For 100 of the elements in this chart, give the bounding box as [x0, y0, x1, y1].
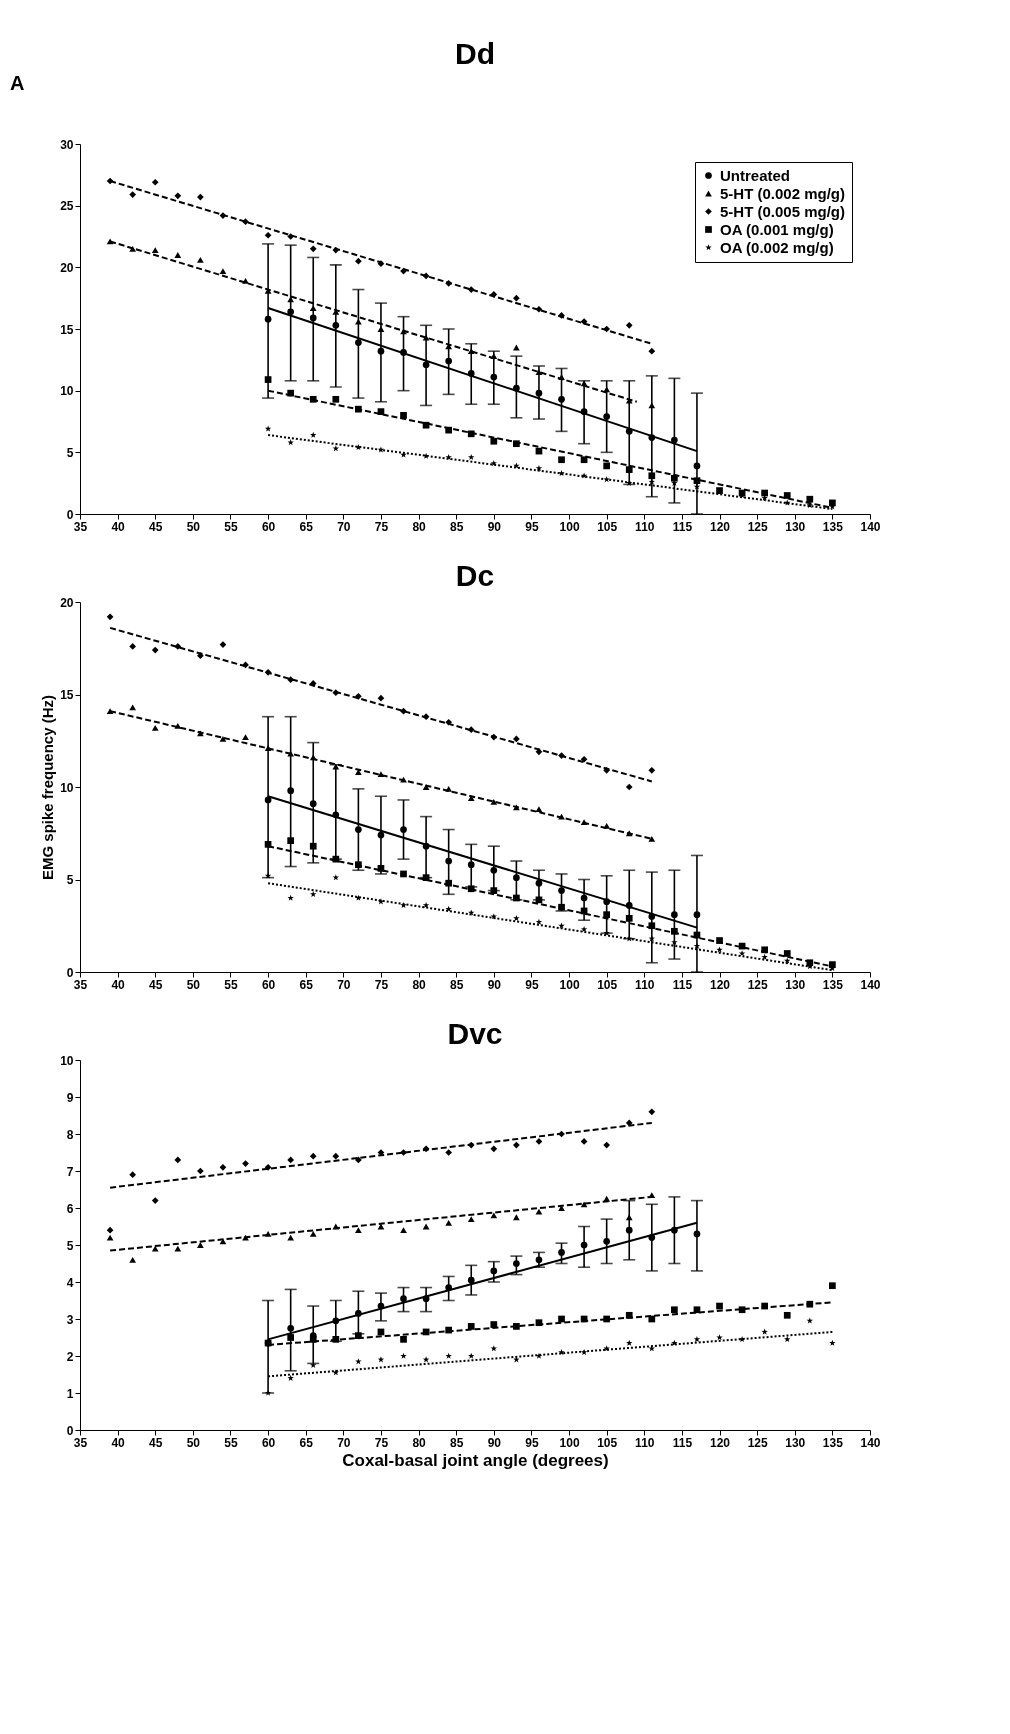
legend-label: 5-HT (0.002 mg/g): [720, 184, 846, 202]
legend-label: Untreated: [720, 166, 791, 184]
x-tick-label: 135: [822, 1435, 844, 1450]
x-tick-label: 140: [860, 519, 881, 534]
x-tick-label: 85: [450, 1435, 464, 1450]
x-tick-label: 125: [747, 1435, 768, 1450]
x-tick-label: 140: [860, 1435, 881, 1450]
x-tick-label: 105: [597, 519, 618, 534]
x-tick-label: 50: [186, 1435, 201, 1450]
y-tick-label: 20: [60, 595, 74, 610]
y-tick-label: 5: [66, 445, 74, 460]
x-tick-label: 90: [487, 977, 502, 992]
y-tick-label: 8: [66, 1127, 74, 1142]
x-tick-label: 75: [374, 1435, 389, 1450]
x-tick-label: 70: [337, 977, 351, 992]
x-tick-label: 50: [186, 519, 201, 534]
x-tick-label: 95: [525, 1435, 539, 1450]
x-tick-label: 100: [559, 519, 580, 534]
chart-title: Dc: [455, 559, 495, 592]
x-tick-label: 105: [597, 1435, 618, 1450]
x-tick-label: 125: [747, 977, 768, 992]
x-tick-label: 80: [412, 1435, 427, 1450]
y-tick-label: 15: [60, 688, 74, 702]
y-tick-label: 3: [66, 1312, 74, 1327]
x-tick-label: 55: [224, 1435, 238, 1450]
x-tick-label: 35: [73, 519, 88, 534]
x-tick-label: 35: [73, 1435, 88, 1450]
chart-title: Dvc: [447, 1017, 503, 1050]
y-tick-label: 2: [66, 1349, 74, 1364]
y-tick-label: 15: [60, 322, 74, 337]
x-tick-label: 130: [785, 519, 806, 534]
y-tick-label: 5: [66, 1238, 74, 1253]
y-tick-label: 20: [60, 260, 74, 275]
x-tick-label: 50: [186, 977, 201, 992]
x-tick-label: 135: [822, 977, 844, 992]
legend-label: OA (0.002 mg/g): [720, 238, 834, 256]
x-tick-label: 60: [261, 1435, 276, 1450]
x-tick-label: 45: [149, 519, 163, 534]
x-tick-label: 70: [337, 1435, 351, 1450]
chart-title: Dd: [455, 37, 495, 70]
x-tick-label: 110: [635, 519, 655, 534]
x-tick-label: 90: [487, 519, 502, 534]
x-tick-label: 120: [710, 1435, 731, 1450]
x-tick-label: 100: [559, 1435, 580, 1450]
x-tick-label: 125: [747, 519, 768, 534]
y-tick-label: 6: [66, 1201, 74, 1216]
y-tick-label: 0: [66, 507, 74, 522]
legend-label: OA (0.001 mg/g): [720, 220, 834, 238]
x-tick-label: 85: [450, 977, 464, 992]
text: A: [10, 72, 25, 94]
y-tick-label: 25: [60, 199, 74, 214]
x-tick-label: 120: [710, 977, 731, 992]
x-tick-label: 100: [559, 977, 580, 992]
y-tick-label: 0: [66, 965, 74, 980]
y-tick-label: 4: [66, 1275, 74, 1290]
x-tick-label: 115: [672, 977, 693, 992]
y-tick-label: 10: [60, 1053, 74, 1068]
legend-label: 5-HT (0.005 mg/g): [720, 202, 846, 220]
x-tick-label: 140: [860, 977, 881, 992]
x-tick-label: 45: [149, 1435, 163, 1450]
x-tick-label: 130: [785, 1435, 806, 1450]
x-tick-label: 85: [450, 519, 464, 534]
x-tick-label: 115: [672, 1435, 693, 1450]
x-tick-label: 35: [73, 977, 88, 992]
x-tick-label: 75: [374, 977, 389, 992]
y-tick-label: 30: [60, 137, 74, 152]
x-tick-label: 135: [822, 519, 844, 534]
x-tick-label: 80: [412, 519, 427, 534]
x-tick-label: 40: [111, 977, 126, 992]
x-tick-label: 75: [374, 519, 389, 534]
x-tick-label: 40: [111, 519, 126, 534]
y-axis-title: EMG spike frequency (Hz): [39, 694, 57, 881]
x-tick-label: 95: [525, 977, 539, 992]
x-tick-label: 60: [261, 977, 276, 992]
x-tick-label: 110: [635, 1435, 655, 1450]
x-tick-label: 95: [525, 519, 539, 534]
x-tick-label: 65: [299, 519, 314, 534]
x-tick-label: 115: [672, 519, 693, 534]
x-tick-label: 55: [224, 977, 238, 992]
x-tick-label: 80: [412, 977, 427, 992]
x-tick-label: 55: [224, 519, 238, 534]
y-tick-label: 7: [66, 1164, 74, 1179]
x-tick-label: 110: [635, 977, 655, 992]
x-tick-label: 40: [111, 1435, 126, 1450]
x-tick-label: 130: [785, 977, 806, 992]
x-tick-label: 90: [487, 1435, 502, 1450]
y-tick-label: 0: [66, 1423, 74, 1438]
x-tick-label: 120: [710, 519, 731, 534]
y-tick-label: 10: [60, 780, 74, 795]
y-tick-label: 9: [66, 1090, 74, 1105]
x-tick-label: 105: [597, 977, 618, 992]
x-tick-label: 65: [299, 977, 314, 992]
y-tick-label: 10: [60, 384, 74, 399]
y-tick-label: 1: [66, 1386, 74, 1401]
x-tick-label: 60: [261, 519, 276, 534]
x-tick-label: 65: [299, 1435, 314, 1450]
y-tick-label: 5: [66, 873, 74, 887]
x-axis-title: Coxal-basal joint angle (degrees): [342, 1450, 609, 1470]
x-tick-label: 70: [337, 519, 351, 534]
x-tick-label: 45: [149, 977, 163, 992]
